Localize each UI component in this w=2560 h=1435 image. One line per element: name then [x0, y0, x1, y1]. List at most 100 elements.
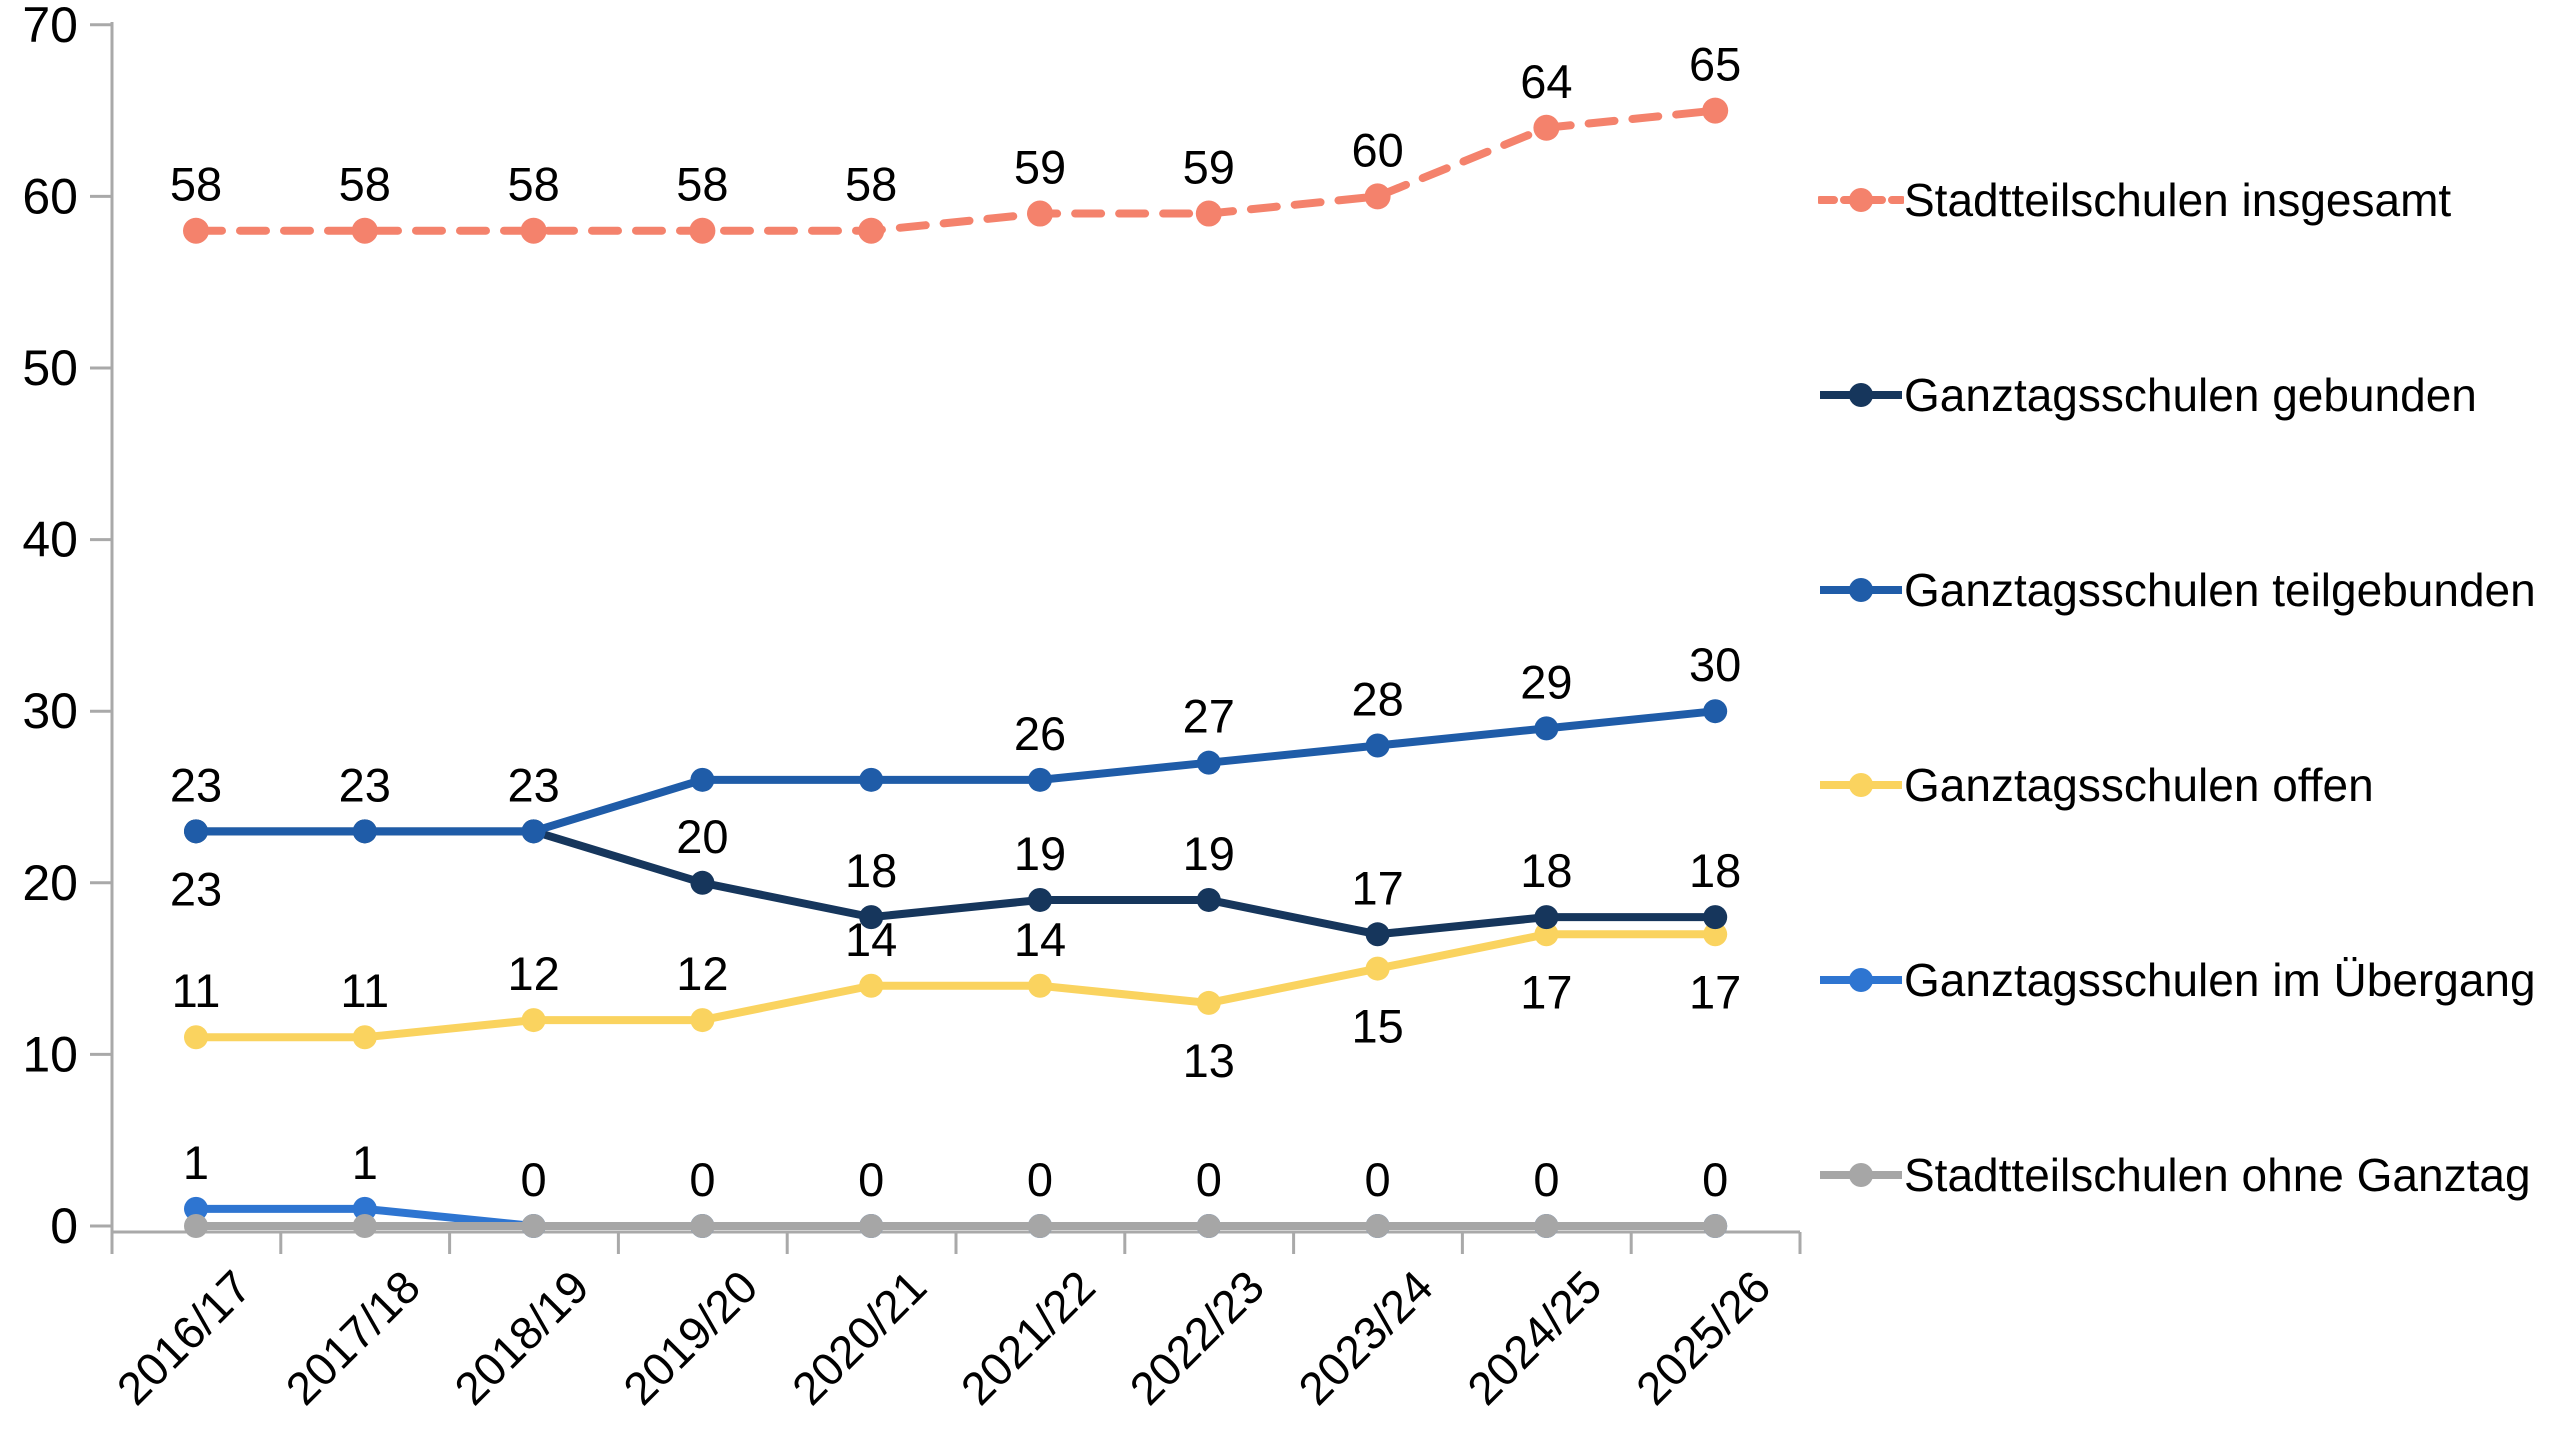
data-label: 58 [676, 158, 728, 211]
data-point [1703, 922, 1728, 947]
data-point [1028, 887, 1052, 912]
data-point [1703, 905, 1728, 930]
data-point [352, 1025, 377, 1050]
data-point [689, 217, 716, 244]
series-line-1 [184, 819, 1728, 947]
legend-item: Ganztagsschulen im Übergang [1818, 955, 2536, 1005]
series-line-2 [184, 699, 1728, 844]
data-label: 0 [1027, 1153, 1053, 1206]
data-point [184, 1025, 208, 1050]
data-point [1534, 1214, 1559, 1238]
data-label: 64 [1520, 55, 1572, 108]
data-label: 58 [507, 158, 559, 211]
data-label: 59 [1014, 141, 1066, 194]
x-axis-category-label: 2020/21 [782, 1260, 936, 1414]
data-label: 18 [1689, 844, 1741, 897]
data-label: 26 [1014, 707, 1066, 760]
legend-item: Stadtteilschulen insgesamt [1818, 175, 2451, 225]
legend-item-label: Ganztagsschulen teilgebunden [1904, 564, 2536, 616]
data-label: 18 [1520, 844, 1572, 897]
series-line-0 [183, 97, 1729, 244]
legend-marker-icon [1820, 1163, 1902, 1187]
data-point [859, 1214, 884, 1238]
legend-marker-icon [1820, 773, 1902, 797]
data-label: 23 [170, 862, 222, 915]
data-label: 28 [1351, 673, 1403, 726]
data-point [184, 1214, 208, 1238]
data-label: 13 [1183, 1034, 1235, 1087]
data-label: 0 [1365, 1153, 1391, 1206]
x-axis-category-label: 2025/26 [1626, 1260, 1780, 1414]
legend-item-label: Ganztagsschulen im Übergang [1904, 954, 2536, 1006]
x-axis-category-label: 2023/24 [1288, 1260, 1442, 1414]
data-point [520, 217, 547, 244]
data-label: 17 [1351, 861, 1403, 914]
x-axis-category-label: 2018/19 [444, 1260, 598, 1414]
data-point [1365, 733, 1390, 758]
legend-marker-icon [1820, 383, 1902, 407]
y-axis-tick-label: 40 [22, 512, 78, 568]
x-axis-category-label: 2017/18 [276, 1260, 430, 1414]
data-label: 0 [858, 1153, 884, 1206]
data-label: 29 [1520, 655, 1572, 708]
legend-item: Ganztagsschulen offen [1818, 760, 2374, 810]
data-label: 12 [507, 947, 559, 1000]
data-label: 23 [339, 758, 391, 811]
data-label: 20 [676, 810, 728, 863]
legend: Stadtteilschulen insgesamt Ganztagsschule… [1818, 0, 2560, 1435]
x-axis-category-label: 2016/17 [107, 1260, 261, 1414]
data-point [1028, 973, 1052, 998]
data-point [1703, 699, 1728, 724]
data-point [1365, 1214, 1390, 1238]
data-label: 17 [1520, 965, 1572, 1018]
data-point [1534, 922, 1559, 947]
y-axis-tick-label: 30 [22, 683, 78, 739]
data-point [858, 217, 885, 244]
data-point [1534, 905, 1559, 930]
data-label: 1 [183, 1136, 209, 1189]
data-point [521, 1008, 546, 1033]
data-label: 65 [1689, 38, 1741, 91]
x-axis-category-label: 2021/22 [951, 1260, 1105, 1414]
data-label: 0 [1702, 1153, 1728, 1206]
legend-item-label: Stadtteilschulen insgesamt [1904, 174, 2452, 226]
y-axis-tick-label: 0 [50, 1198, 78, 1254]
data-label: 23 [507, 758, 559, 811]
data-label: 17 [1689, 965, 1741, 1018]
data-label: 58 [845, 158, 897, 211]
data-point [1195, 200, 1222, 227]
data-point [1196, 750, 1221, 775]
data-label: 0 [521, 1153, 547, 1206]
data-label: 14 [1014, 913, 1066, 966]
data-label: 15 [1351, 1000, 1403, 1053]
data-point [184, 1196, 208, 1221]
data-point [352, 1214, 377, 1238]
legend-item: Ganztagsschulen teilgebunden [1818, 565, 2536, 615]
data-point [1365, 956, 1390, 981]
data-point [1028, 1214, 1052, 1238]
legend-marker-icon [1818, 188, 1904, 212]
data-label: 14 [845, 913, 897, 966]
data-label: 11 [172, 964, 221, 1017]
data-label: 30 [1689, 638, 1741, 691]
y-axis-tick-label: 70 [22, 0, 78, 53]
data-point [351, 217, 378, 244]
legend-marker-icon [1820, 968, 1902, 992]
data-point [1364, 183, 1391, 210]
data-point [352, 1196, 377, 1221]
x-axis-category-label: 2024/25 [1457, 1260, 1611, 1414]
data-point [1196, 990, 1221, 1015]
data-point [1027, 200, 1053, 227]
data-point [1533, 114, 1560, 141]
data-point [521, 1214, 546, 1238]
data-point [1365, 922, 1390, 947]
data-point [690, 1214, 715, 1238]
x-axis-category-label: 2019/20 [613, 1260, 767, 1414]
data-label: 0 [1533, 1153, 1559, 1206]
data-point [1196, 1214, 1221, 1238]
data-label: 60 [1351, 123, 1403, 176]
data-point [1703, 1214, 1728, 1238]
legend-item-label: Ganztagsschulen offen [1904, 759, 2374, 811]
data-point [690, 870, 715, 895]
